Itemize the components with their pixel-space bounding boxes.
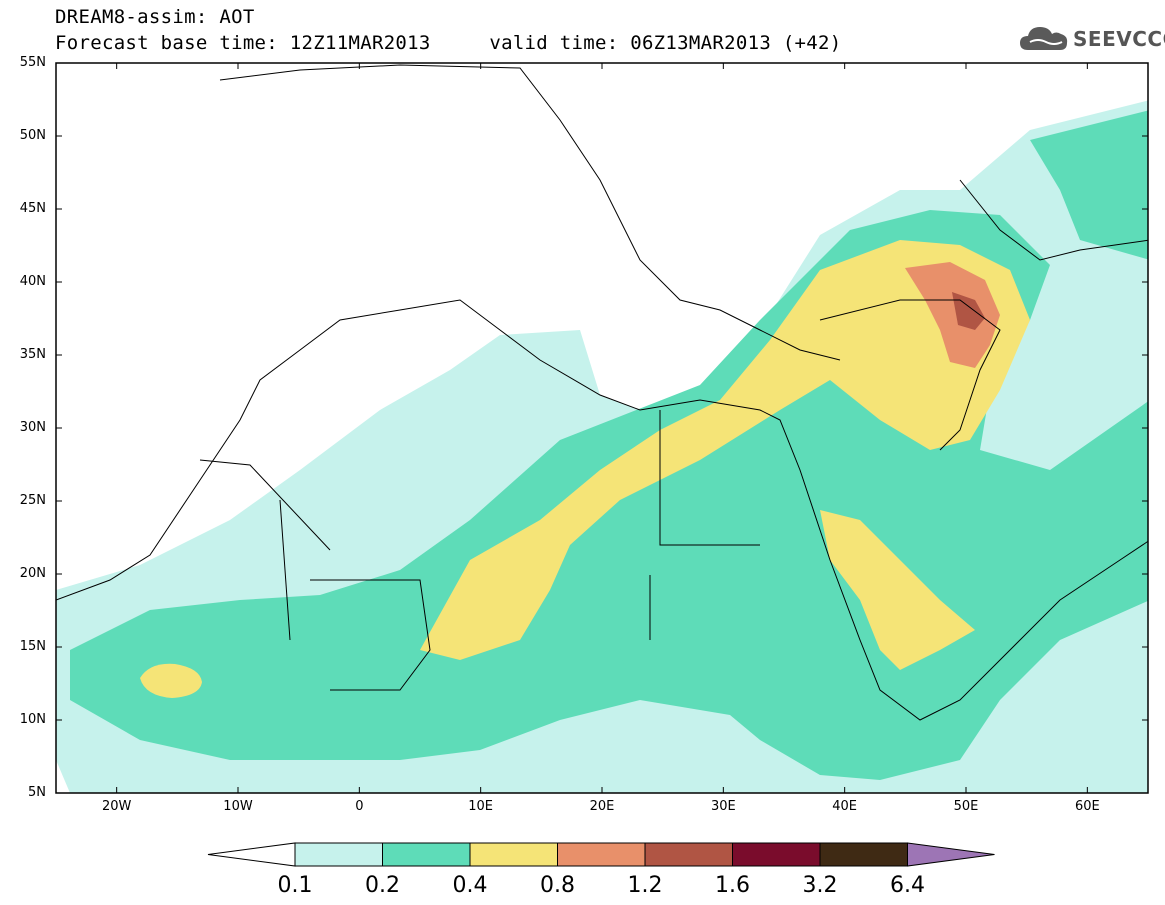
lat-label: 30N	[19, 420, 46, 435]
aot-field	[56, 100, 1148, 793]
lat-label: 20N	[19, 566, 46, 581]
forecast-time-info: Forecast base time: 12Z11MAR2013 valid t…	[55, 32, 842, 54]
colorbar-label: 0.1	[277, 873, 313, 898]
logo-text: SEEVCCC	[1073, 27, 1165, 51]
colorbar-high-arrow	[907, 842, 995, 867]
cloud-icon	[1020, 27, 1068, 50]
colorbar-swatch	[732, 842, 821, 867]
lat-label: 5N	[28, 785, 46, 800]
colorbar-label: 0.4	[452, 873, 488, 898]
colorbar-label: 0.2	[365, 873, 400, 898]
aot-contour-0.2-east	[1030, 110, 1148, 260]
lat-label: 45N	[19, 201, 46, 216]
land-borders	[56, 64, 1148, 721]
lon-label: 20W	[101, 799, 132, 814]
colorbar-label: 1.2	[627, 873, 663, 898]
lon-label: 10E	[468, 799, 494, 814]
aot-contour-0.4-west	[140, 663, 202, 698]
lat-label: 50N	[19, 128, 46, 143]
colorbar-swatch	[819, 842, 908, 867]
lon-label: 0	[355, 799, 364, 814]
colorbar-swatch	[469, 842, 558, 867]
aot-contour-0.8	[905, 262, 1000, 368]
colorbar-swatch	[382, 842, 471, 867]
lat-label: 10N	[19, 712, 46, 727]
aot-contour-1.2	[952, 292, 985, 330]
colorbar-swatch	[294, 842, 383, 867]
lon-label: 60E	[1074, 799, 1100, 814]
aot-contour-0.2-cent	[620, 625, 682, 690]
aot-contour-0.4-arabia	[820, 510, 975, 670]
colorbar-label: 6.4	[890, 873, 925, 898]
colorbar-swatch	[557, 842, 646, 867]
colorbar-label: 0.8	[540, 873, 575, 898]
seevccc-logo: SEEVCCC	[1018, 22, 1165, 56]
lon-label: 50E	[953, 799, 979, 814]
lat-label: 55N	[19, 55, 46, 70]
axis-ticks	[56, 62, 1148, 794]
lon-label: 30E	[710, 799, 736, 814]
lat-label: 15N	[19, 639, 46, 654]
lat-label: 25N	[19, 493, 46, 508]
lon-label: 10W	[223, 799, 253, 814]
lon-label: 20E	[589, 799, 615, 814]
colorbar-label: 1.6	[715, 873, 750, 898]
lat-label: 35N	[19, 347, 46, 362]
colorbar	[207, 842, 995, 867]
colorbar-swatch	[644, 842, 733, 867]
map-title: DREAM8-assim: AOT	[55, 6, 255, 28]
lon-label: 40E	[832, 799, 858, 814]
colorbar-label: 3.2	[802, 873, 838, 898]
lat-label: 40N	[19, 274, 46, 289]
aot-contour-0.4	[420, 240, 1030, 660]
colorbar-low-arrow	[207, 842, 296, 867]
